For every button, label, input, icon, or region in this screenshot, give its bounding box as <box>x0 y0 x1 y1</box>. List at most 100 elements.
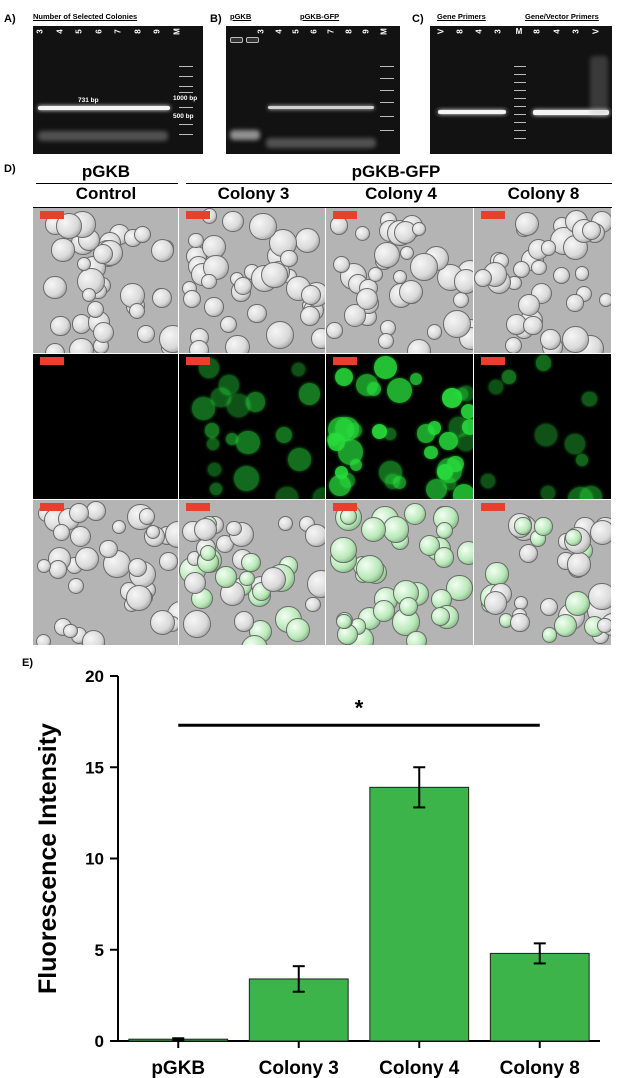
cell <box>335 417 359 441</box>
cell <box>234 465 260 491</box>
gel-c-ladder-band <box>514 122 526 123</box>
cell <box>137 324 156 343</box>
cell <box>50 315 71 337</box>
y-tick-label: 0 <box>95 1032 104 1051</box>
cell <box>159 325 178 353</box>
gel-c-left-lane-8: 8 <box>455 29 465 34</box>
gel-a: 3 4 5 6 7 8 9 M 731 bp 1000 bp 500 bp <box>33 26 203 154</box>
cell <box>458 385 473 401</box>
gel-a-lane-7: 7 <box>113 29 123 34</box>
cell <box>204 423 219 438</box>
micrograph-fluorescence-colony-8 <box>474 354 611 499</box>
gel-c-band-row-right <box>533 110 609 115</box>
x-tick-label: Colony 4 <box>379 1058 460 1078</box>
cell <box>206 438 219 451</box>
scale-bar <box>40 503 64 511</box>
y-axis-label: Fluorescence Intensity <box>34 723 62 994</box>
cell <box>53 524 71 542</box>
cell <box>431 607 451 627</box>
cell <box>404 502 427 525</box>
gel-a-lane-labels: 3 4 5 6 7 8 9 M <box>33 27 203 41</box>
cell <box>333 255 351 274</box>
cell <box>356 555 385 584</box>
gel-b-lane-9: 9 <box>361 29 371 34</box>
gel-c-smear <box>590 56 608 116</box>
cell <box>407 339 432 353</box>
gel-a-lane-5: 5 <box>74 29 84 34</box>
cell <box>127 557 147 577</box>
cell <box>275 487 298 499</box>
cell <box>443 477 457 490</box>
cell <box>48 560 68 579</box>
cell <box>149 609 175 635</box>
cell <box>518 293 541 316</box>
cell <box>63 623 78 639</box>
cell <box>146 524 161 539</box>
cell <box>334 465 349 479</box>
gel-a-ladder-band <box>179 92 193 93</box>
panel-b-label: B) <box>210 13 222 25</box>
cell <box>540 486 555 499</box>
cell <box>453 269 473 294</box>
cell <box>562 325 590 353</box>
cell <box>439 431 458 451</box>
cell <box>373 599 396 622</box>
cell <box>43 275 67 299</box>
gel-b-ladder-band <box>380 66 394 67</box>
gel-a-band-row <box>38 106 170 110</box>
gel-c-ladder-band <box>514 106 526 107</box>
cell <box>218 375 239 396</box>
cell <box>581 220 602 241</box>
gel-b-lane-5: 5 <box>291 29 301 34</box>
gel-a-ladder-band <box>179 124 193 125</box>
cell <box>126 585 153 612</box>
gel-c-right-lane-8: 8 <box>532 29 542 34</box>
gel-c-band-row-left <box>438 110 506 114</box>
cell <box>383 427 396 440</box>
cell <box>435 521 453 539</box>
cell <box>474 269 492 288</box>
gel-b-lane-8: 8 <box>344 29 353 34</box>
cell <box>193 517 217 541</box>
micrograph-fluorescence-control <box>33 354 178 499</box>
cell <box>540 240 556 256</box>
panel-d-header-right-line <box>186 183 612 184</box>
gel-b-lane-7: 7 <box>326 29 336 34</box>
gel-b-well <box>230 37 243 43</box>
cell <box>455 387 468 400</box>
gel-b-lane-3: 3 <box>256 29 266 34</box>
scale-bar <box>333 503 357 511</box>
bar-colony-8 <box>489 952 590 1042</box>
cell <box>330 536 357 564</box>
cell <box>355 287 378 310</box>
cell <box>360 516 386 542</box>
cell <box>68 502 89 523</box>
cell <box>86 301 104 319</box>
gel-c-lane-labels-left: V 8 4 3 <box>434 27 510 41</box>
cell <box>427 420 442 435</box>
cell <box>366 381 381 397</box>
cell <box>112 520 126 535</box>
panel-c-group-left: Gene Primers <box>437 12 486 21</box>
panel-d-col-colony4: Colony 4 <box>365 184 437 203</box>
cell <box>227 393 250 417</box>
cell <box>398 597 418 617</box>
micrograph-merge-colony-8 <box>474 500 611 645</box>
micrograph-brightfield-colony-8 <box>474 208 611 353</box>
cell <box>373 241 400 269</box>
cell <box>589 519 611 546</box>
cell <box>452 484 473 499</box>
gel-c-ladder-band <box>514 114 526 115</box>
micrograph-merge-colony-3 <box>179 500 325 645</box>
cell <box>531 259 547 275</box>
cell <box>261 261 288 289</box>
cell <box>307 569 325 598</box>
cell <box>234 277 252 295</box>
cell <box>405 630 427 645</box>
cell <box>335 367 354 386</box>
cell <box>483 591 508 615</box>
cell <box>275 426 292 443</box>
cell <box>151 287 172 309</box>
cell <box>239 570 255 587</box>
cell <box>426 323 443 340</box>
